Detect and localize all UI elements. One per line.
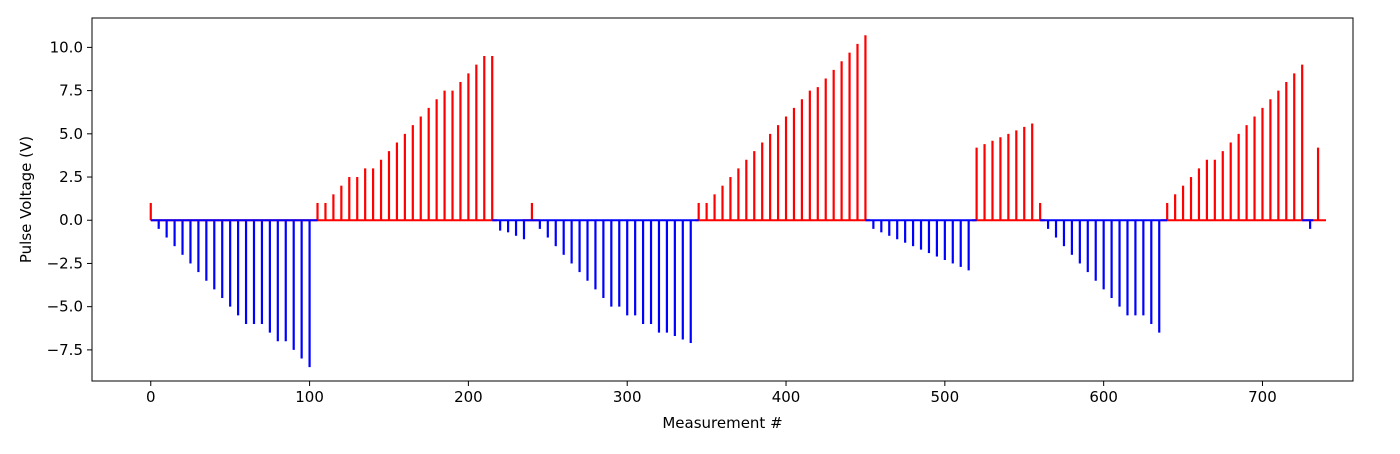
y-tick-label: 5.0 [59, 125, 83, 143]
x-axis-ticks: 0 100 200 300 400 500 600 700 [146, 381, 1277, 406]
x-tick-label: 300 [613, 388, 642, 406]
y-tick-label: −7.5 [47, 341, 83, 359]
y-tick-label: 10.0 [50, 38, 83, 56]
y-tick-label: 0.0 [59, 211, 83, 229]
x-tick-label: 200 [454, 388, 483, 406]
plot-frame [91, 17, 1354, 382]
y-axis-ticks: −7.5 −5.0 −2.5 0.0 2.5 5.0 7.5 10.0 [47, 38, 92, 359]
y-axis-label: Pulse Voltage (V) [17, 136, 35, 263]
y-tick-label: 2.5 [59, 168, 83, 186]
x-axis-label: Measurement # [662, 414, 782, 432]
x-tick-label: 0 [146, 388, 156, 406]
x-tick-label: 100 [295, 388, 324, 406]
x-tick-label: 600 [1089, 388, 1118, 406]
y-tick-label: −5.0 [47, 298, 83, 316]
x-tick-label: 700 [1248, 388, 1277, 406]
x-tick-label: 500 [931, 388, 960, 406]
y-tick-label: 7.5 [59, 82, 83, 100]
stem-marks [149, 35, 1320, 368]
x-tick-label: 400 [772, 388, 801, 406]
y-tick-label: −2.5 [47, 254, 83, 272]
